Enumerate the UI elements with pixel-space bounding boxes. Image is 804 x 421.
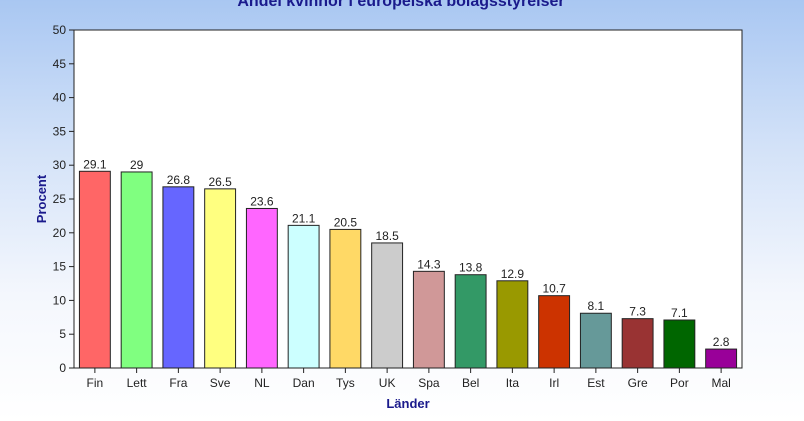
data-label: 7.3	[629, 305, 646, 319]
x-tick-label: Bel	[462, 376, 479, 390]
y-axis: 0 5 10 15 20 25 30 35 40 45 50	[53, 23, 74, 375]
x-tick-label: Est	[587, 376, 605, 390]
x-tick-label: NL	[254, 376, 270, 390]
bar-uk	[371, 242, 404, 369]
data-label: 8.1	[588, 299, 605, 313]
bar-ita	[496, 280, 529, 369]
data-label: 7.1	[671, 306, 688, 320]
y-tick-label: 25	[53, 192, 67, 206]
y-tick-label: 45	[53, 57, 67, 71]
y-tick-label: 20	[53, 226, 67, 240]
x-tick-label: UK	[379, 376, 396, 390]
bar-gre	[621, 318, 654, 369]
x-tick-label: Spa	[418, 376, 440, 390]
y-axis-label: Procent	[34, 174, 49, 223]
x-tick-label: Irl	[549, 376, 559, 390]
bar-irl	[538, 295, 571, 369]
x-tick-label: Mal	[711, 376, 730, 390]
x-tick-label: Por	[670, 376, 689, 390]
data-label: 26.5	[208, 175, 232, 189]
bar-spa	[412, 270, 445, 369]
bar-dan	[287, 224, 320, 369]
data-label: 14.3	[417, 257, 441, 271]
y-tick-label: 5	[59, 327, 66, 341]
data-label: 26.8	[167, 173, 191, 187]
x-tick-label: Fra	[169, 376, 187, 390]
x-axis-label: Länder	[386, 396, 429, 411]
y-tick-label: 15	[53, 260, 67, 274]
data-label: 23.6	[250, 194, 274, 208]
y-tick-label: 35	[53, 124, 67, 138]
y-tick-label: 40	[53, 91, 67, 105]
bar-fin	[78, 170, 111, 369]
x-axis: Fin Lett Fra Sve NL Dan Tys UK Spa Bel Ita Irl Est Gr…	[87, 368, 731, 390]
bar-lett	[120, 171, 153, 369]
data-label: 29	[130, 158, 144, 172]
bar-fra	[162, 186, 195, 369]
data-label: 20.5	[334, 215, 358, 229]
x-tick-label: Tys	[336, 376, 355, 390]
x-tick-label: Ita	[506, 376, 520, 390]
bar-est	[579, 312, 612, 369]
y-tick-label: 50	[53, 23, 67, 37]
bar-tys	[329, 228, 362, 369]
x-tick-label: Dan	[293, 376, 315, 390]
bar-sve	[204, 188, 237, 369]
x-tick-label: Fin	[87, 376, 104, 390]
x-tick-label: Sve	[210, 376, 231, 390]
bar-series: 29.1 29 26.8 26.5 23.6 21.1 20.5 18.5 14.3 13.8 12…	[78, 157, 738, 369]
data-label: 13.8	[459, 261, 483, 275]
bar-mal	[705, 348, 738, 369]
y-tick-label: 10	[53, 293, 67, 307]
data-label: 29.1	[83, 157, 107, 171]
data-label: 2.8	[713, 335, 730, 349]
bar-por	[663, 319, 696, 369]
chart-title: Andel kvinnor i europeiska bolagsstyrels…	[237, 0, 564, 10]
data-label: 12.9	[501, 267, 525, 281]
y-tick-label: 30	[53, 158, 67, 172]
x-tick-label: Lett	[127, 376, 148, 390]
y-tick-label: 0	[59, 361, 66, 375]
data-label: 21.1	[292, 211, 316, 225]
data-label: 10.7	[542, 282, 566, 296]
data-label: 18.5	[375, 229, 399, 243]
x-tick-label: Gre	[628, 376, 648, 390]
bar-bel	[454, 274, 487, 369]
bar-nl	[245, 207, 278, 369]
